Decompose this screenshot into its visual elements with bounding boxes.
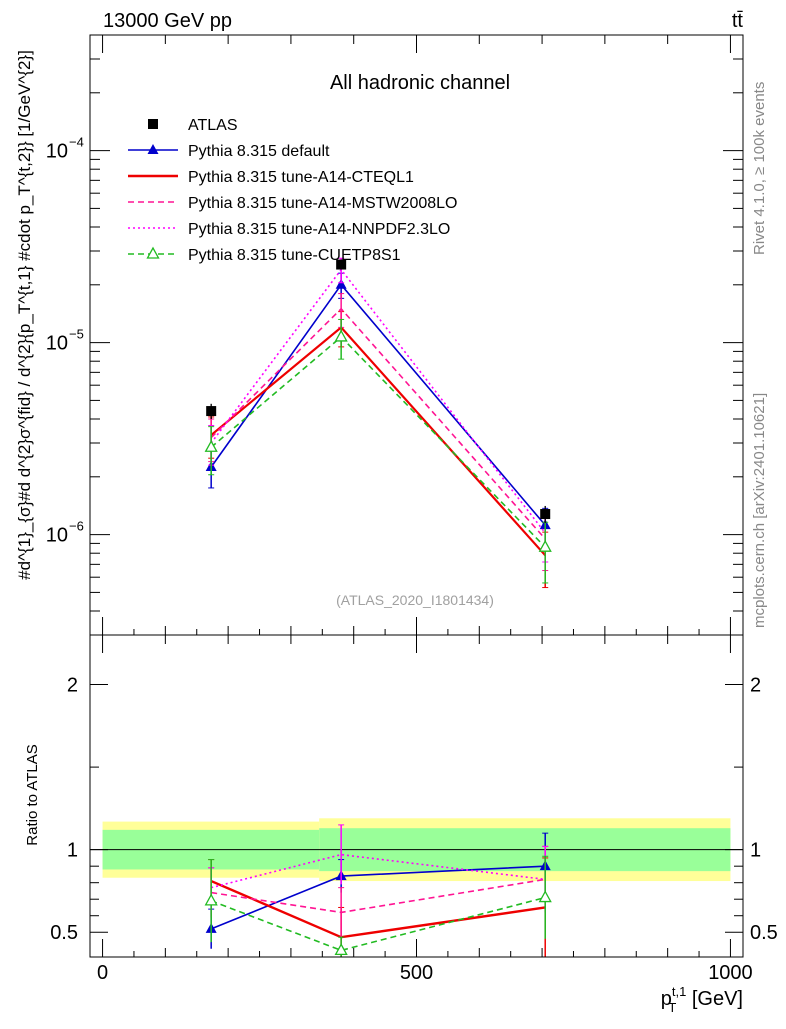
ratio-series-line xyxy=(211,878,546,914)
legend-marker-data xyxy=(148,119,158,129)
legend-marker xyxy=(146,246,160,259)
ratio-y-tick-label-right: 2 xyxy=(750,675,761,697)
main-y-axis-label: #d^{1}_{σ}#d d^{2}σ^{fid} / d^{2}{p_T^{t… xyxy=(15,50,34,580)
ratio-y-axis-label: Ratio to ATLAS xyxy=(24,744,41,845)
y-tick-label: 10 xyxy=(46,141,68,163)
x-tick-label: 500 xyxy=(400,962,433,984)
main-panel: 10−610−510−4 xyxy=(46,34,743,636)
data-point xyxy=(206,406,217,417)
x-axis-label: pt,1 T [GeV] xyxy=(661,984,743,1015)
legend: ATLAS Pythia 8.315 default Pythia 8.315 tu… xyxy=(128,117,457,264)
legend-label: Pythia 8.315 tune-CUETP8S1 xyxy=(188,247,401,264)
ratio-marker xyxy=(538,890,552,903)
legend-label: Pythia 8.315 tune-A14-NNPDF2.3LO xyxy=(188,221,450,238)
series-marker xyxy=(334,329,348,342)
ratio-marker xyxy=(334,943,348,956)
series-line xyxy=(210,268,546,534)
legend-label: Pythia 8.315 default xyxy=(188,143,330,160)
chart-title: All hadronic channel xyxy=(330,72,510,94)
ratio-panel: 0 500 1000 0.5 0.5 1 1 2 2 xyxy=(50,635,778,984)
ratio-frame xyxy=(89,634,744,958)
ratio-y-tick-label-right: 1 xyxy=(750,840,761,862)
ratio-series-line xyxy=(210,853,546,889)
series-marker xyxy=(538,539,552,552)
energy-label: 13000 GeV pp xyxy=(103,10,232,32)
ratio-y-tick-label-right: 0.5 xyxy=(750,922,778,944)
x-tick-label: 1000 xyxy=(708,962,753,984)
ratio-y-tick-label: 2 xyxy=(67,675,78,697)
mcplots-label: mcplots.cern.ch [arXiv:2401.10621] xyxy=(751,393,768,628)
legend-label: Pythia 8.315 tune-A14-MSTW2008LO xyxy=(188,195,457,212)
series-marker xyxy=(204,439,218,452)
x-tick-label: 0 xyxy=(97,962,108,984)
ratio-series-line xyxy=(210,896,546,952)
series-line xyxy=(210,325,547,557)
series-marker xyxy=(335,278,347,289)
data-point xyxy=(336,259,347,270)
analysis-id-label: (ATLAS_2020_I1801434) xyxy=(336,592,494,608)
ratio-y-tick-label: 1 xyxy=(67,840,78,862)
y-tick-label: 10 xyxy=(46,525,68,547)
data-point xyxy=(540,509,551,520)
ratio-marker xyxy=(204,893,218,906)
y-tick-exponent: −5 xyxy=(69,327,84,342)
y-tick-label: 10 xyxy=(46,333,68,355)
legend-label: ATLAS xyxy=(188,117,238,134)
y-tick-exponent: −6 xyxy=(69,519,84,534)
ratio-y-tick-label: 0.5 xyxy=(50,922,78,944)
legend-marker xyxy=(147,144,159,154)
series-line xyxy=(210,307,546,540)
legend-label: Pythia 8.315 tune-A14-CTEQL1 xyxy=(188,169,414,186)
rivet-version-label: Rivet 4.1.0, ≥ 100k events xyxy=(751,82,768,255)
y-tick-exponent: −4 xyxy=(69,135,84,150)
process-label: tt̄ xyxy=(732,10,744,32)
